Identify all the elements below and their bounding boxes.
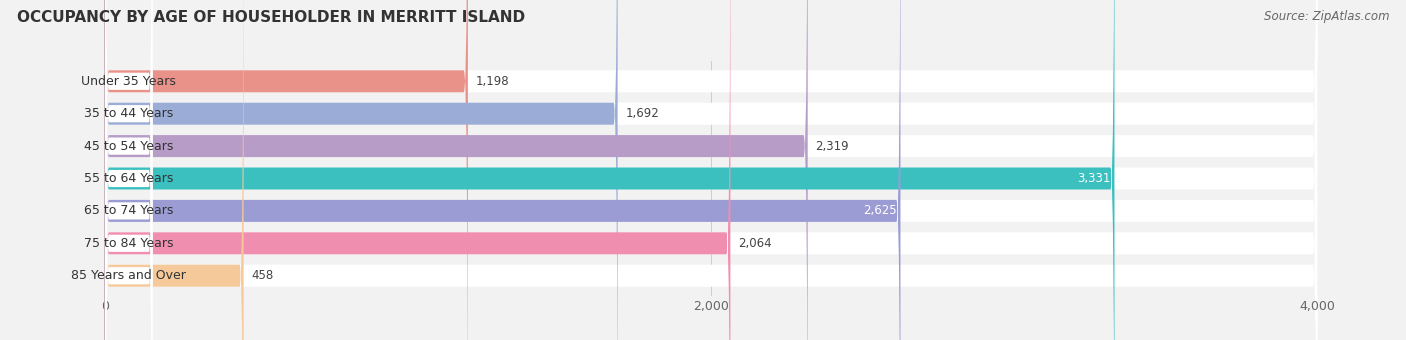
FancyBboxPatch shape [104,0,1317,340]
Text: 2,319: 2,319 [815,140,849,153]
Text: 85 Years and Over: 85 Years and Over [72,269,186,282]
FancyBboxPatch shape [104,0,1317,340]
FancyBboxPatch shape [105,0,152,340]
Text: 1,692: 1,692 [626,107,659,120]
Text: Source: ZipAtlas.com: Source: ZipAtlas.com [1264,10,1389,23]
Text: 75 to 84 Years: 75 to 84 Years [84,237,173,250]
FancyBboxPatch shape [104,0,243,340]
FancyBboxPatch shape [104,0,1317,340]
FancyBboxPatch shape [104,0,730,340]
FancyBboxPatch shape [104,0,1115,340]
Text: 35 to 44 Years: 35 to 44 Years [84,107,173,120]
FancyBboxPatch shape [104,0,617,340]
FancyBboxPatch shape [104,0,1317,340]
FancyBboxPatch shape [105,0,152,340]
FancyBboxPatch shape [105,0,152,340]
Text: 55 to 64 Years: 55 to 64 Years [84,172,173,185]
Text: 65 to 74 Years: 65 to 74 Years [84,204,173,217]
FancyBboxPatch shape [105,0,152,340]
Text: 2,064: 2,064 [738,237,772,250]
Text: Under 35 Years: Under 35 Years [82,75,176,88]
FancyBboxPatch shape [104,0,900,340]
FancyBboxPatch shape [104,0,468,340]
Text: 458: 458 [252,269,273,282]
FancyBboxPatch shape [105,0,152,340]
Text: OCCUPANCY BY AGE OF HOUSEHOLDER IN MERRITT ISLAND: OCCUPANCY BY AGE OF HOUSEHOLDER IN MERRI… [17,10,524,25]
FancyBboxPatch shape [104,0,1317,340]
Text: 2,625: 2,625 [863,204,897,217]
Text: 1,198: 1,198 [475,75,509,88]
FancyBboxPatch shape [105,0,152,340]
FancyBboxPatch shape [104,0,807,340]
FancyBboxPatch shape [104,0,1317,340]
Text: 45 to 54 Years: 45 to 54 Years [84,140,173,153]
FancyBboxPatch shape [105,0,152,340]
FancyBboxPatch shape [104,0,1317,340]
Text: 3,331: 3,331 [1077,172,1111,185]
